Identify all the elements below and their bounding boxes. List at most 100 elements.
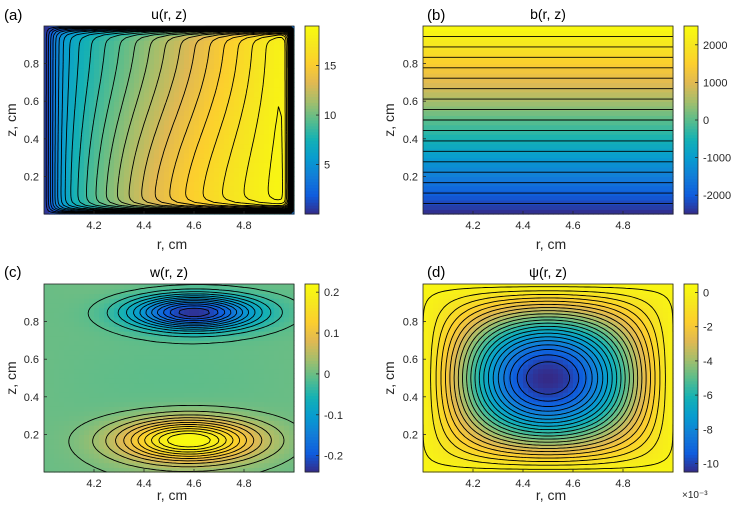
heat-cell: [593, 124, 599, 130]
heat-cell: [533, 40, 539, 46]
heat-cell: [483, 204, 489, 210]
heat-cell: [568, 105, 574, 112]
heat-cell: [64, 443, 70, 450]
heat-cell: [254, 199, 260, 206]
heat-cell: [64, 410, 70, 417]
heat-cell: [598, 129, 604, 135]
heat-cell: [428, 124, 434, 130]
heat-cell: [254, 457, 260, 464]
heat-cell: [274, 181, 280, 187]
heat-cell: [209, 77, 215, 83]
heat-cell: [513, 91, 519, 98]
heat-cell: [174, 143, 180, 149]
heat-cell: [653, 40, 659, 46]
heat-cell: [154, 162, 160, 168]
heat-cell: [209, 73, 215, 79]
heat-cell: [254, 138, 260, 145]
heat-cell: [264, 105, 270, 112]
heat-cell: [89, 138, 95, 145]
heat-cell: [174, 105, 180, 112]
heat-cell: [648, 87, 654, 93]
heat-cell: [94, 157, 100, 163]
heat-cell: [274, 101, 280, 107]
colorbar-segment: [684, 73, 698, 77]
heat-cell: [448, 129, 454, 135]
heat-cell: [468, 68, 474, 74]
heat-cell: [488, 105, 494, 112]
heat-cell: [209, 120, 215, 126]
heat-cell: [129, 101, 135, 107]
heat-cell: [483, 26, 489, 32]
heat-cell: [164, 415, 170, 421]
heat-cell: [174, 138, 180, 145]
heat-cell: [423, 63, 429, 69]
heat-cell: [54, 115, 60, 121]
heat-cell: [129, 425, 135, 431]
heat-cell: [608, 199, 614, 206]
heat-cell: [59, 195, 65, 201]
heat-cell: [668, 143, 674, 149]
heat-cell: [533, 171, 539, 177]
heat-cell: [114, 143, 120, 149]
heat-cell: [149, 190, 155, 196]
heat-cell: [219, 185, 225, 192]
heat-cell: [269, 35, 275, 41]
heat-cell: [79, 63, 85, 69]
heat-cell: [199, 68, 205, 74]
heat-cell: [583, 73, 589, 79]
heat-cell: [189, 148, 195, 154]
heat-cell: [658, 171, 664, 177]
heat-cell: [124, 185, 130, 192]
heat-cell: [214, 420, 220, 426]
heat-cell: [154, 415, 160, 421]
heat-cell: [239, 77, 245, 83]
heat-cell: [618, 199, 624, 206]
heat-cell: [269, 176, 275, 182]
heat-cell: [84, 143, 90, 149]
heat-cell: [289, 467, 295, 473]
heat-cell: [159, 434, 165, 440]
heat-cell: [209, 63, 215, 69]
heat-cell: [533, 167, 539, 173]
heat-cell: [144, 30, 150, 36]
heat-cell: [518, 195, 524, 201]
heat-cell: [279, 467, 285, 473]
heat-cell: [64, 73, 70, 79]
heat-cell: [468, 195, 474, 201]
heat-cell: [478, 162, 484, 168]
heat-cell: [214, 134, 220, 140]
heat-cell: [628, 68, 634, 74]
heat-cell: [558, 181, 564, 187]
heat-cell: [149, 406, 155, 412]
heat-cell: [513, 204, 519, 210]
colorbar-segment: [305, 193, 319, 197]
heat-cell: [184, 68, 190, 74]
colorbar-segment: [684, 87, 698, 92]
heat-cell: [249, 110, 255, 116]
heat-cell: [44, 157, 50, 163]
heat-cell: [104, 138, 110, 145]
heat-cell: [538, 181, 544, 187]
heat-cell: [134, 448, 140, 454]
heat-cell: [184, 63, 190, 69]
heat-cell: [433, 68, 439, 74]
heat-cell: [588, 143, 594, 149]
heat-cell: [648, 129, 654, 135]
heat-cell: [503, 91, 509, 98]
heat-cell: [189, 68, 195, 74]
heat-cell: [573, 68, 579, 74]
heat-cell: [239, 101, 245, 107]
heat-cell: [124, 105, 130, 112]
heat-cell: [279, 185, 285, 192]
heat-cell: [593, 49, 599, 55]
heat-cell: [54, 134, 60, 140]
heat-cell: [663, 101, 669, 107]
heat-cell: [174, 68, 180, 74]
heat-cell: [488, 87, 494, 93]
heat-cell: [184, 101, 190, 107]
heat-cell: [114, 105, 120, 112]
heat-cell: [508, 199, 514, 206]
heat-cell: [224, 157, 230, 163]
heat-cell: [513, 120, 519, 126]
heat-cell: [159, 40, 165, 46]
